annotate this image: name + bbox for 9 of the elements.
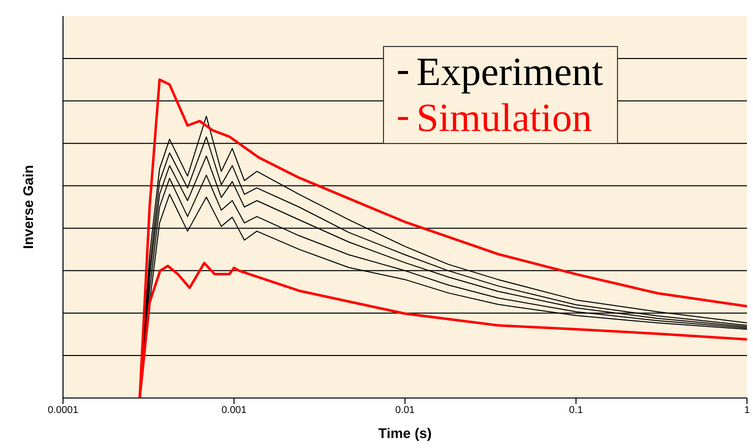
x-tick-label: 0.001 xyxy=(221,405,247,416)
x-tick-label: 0.1 xyxy=(569,405,584,416)
y-axis-title: Inverse Gain xyxy=(20,164,36,250)
x-axis-title: Time (s) xyxy=(378,425,432,441)
x-tick-label: 0.0001 xyxy=(48,405,79,416)
x-tick-label: 1 xyxy=(744,405,750,416)
legend-label: Experiment xyxy=(416,49,603,95)
legend-label: Simulation xyxy=(416,95,592,141)
x-tick-label: 0.01 xyxy=(395,405,416,416)
